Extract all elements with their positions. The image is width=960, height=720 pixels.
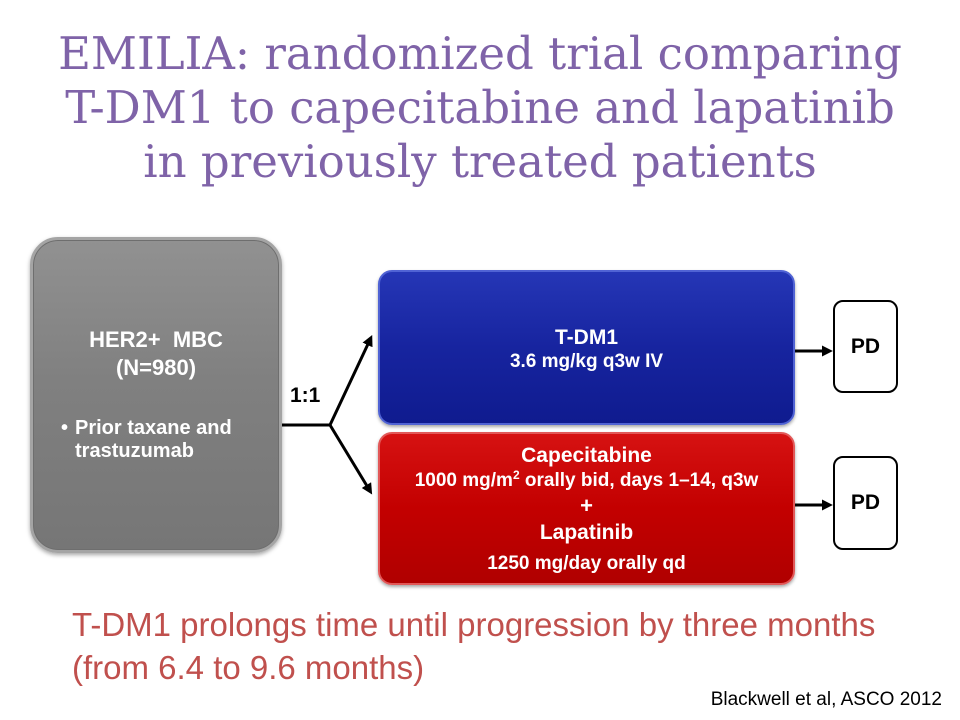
arm-tdm1-drug: T-DM1 [555,326,618,349]
slide-title: EMILIA: randomized trial comparing T-DM1… [0,27,960,189]
endpoint-pd-box-capecitabine-lapatinib: PD [833,456,898,550]
dose-superscript: 2 [512,468,520,482]
population-criteria-list: Prior taxane and trastuzumab [61,417,263,463]
title-line-3: in previously treated patients [143,135,817,188]
randomization-ratio: 1:1 [290,384,321,407]
conclusion-text: T-DM1 prolongs time until progression by… [72,603,875,689]
arrow-to-capecitabine-lapatinib-arm [328,423,373,495]
title-line-1: EMILIA: randomized trial comparing [58,27,902,80]
arm-lapatinib-dose: 1250 mg/day orally qd [487,553,686,574]
population-box: HER2+ MBC (N=980) Prior taxane and trast… [30,237,282,553]
title-line-2: T-DM1 to capecitabine and lapatinib [65,81,895,134]
arm-capecitabine-drug: Capecitabine [521,444,652,467]
arrow-to-tdm1-arm [328,335,373,427]
arm-tdm1-dose: 3.6 mg/kg q3w IV [509,351,664,372]
arm-tdm1-box: T-DM1 3.6 mg/kg q3w IV [378,270,795,425]
citation: Blackwell et al, ASCO 2012 [710,689,942,710]
endpoint-pd-box-tdm1: PD [833,300,898,393]
dose-prefix: 1000 mg/m [414,470,513,491]
arm-capecitabine-dose: 1000 mg/m2 orally bid, days 1–14, q3w [380,469,793,493]
population-size: (N=980) [115,355,197,380]
conclusion-line-2: (from 6.4 to 9.6 months) [72,649,425,686]
arm-capecitabine-lapatinib-box: Capecitabine 1000 mg/m2 orally bid, days… [378,432,795,585]
population-criterion: Prior taxane and trastuzumab [61,417,263,463]
arm-combination-plus: + [580,493,593,518]
dose-suffix: orally bid, days 1–14, q3w [519,470,759,491]
arm-lapatinib-drug: Lapatinib [539,521,634,544]
conclusion-line-1: T-DM1 prolongs time until progression by… [72,606,876,643]
population-label: HER2+ MBC [89,327,223,352]
